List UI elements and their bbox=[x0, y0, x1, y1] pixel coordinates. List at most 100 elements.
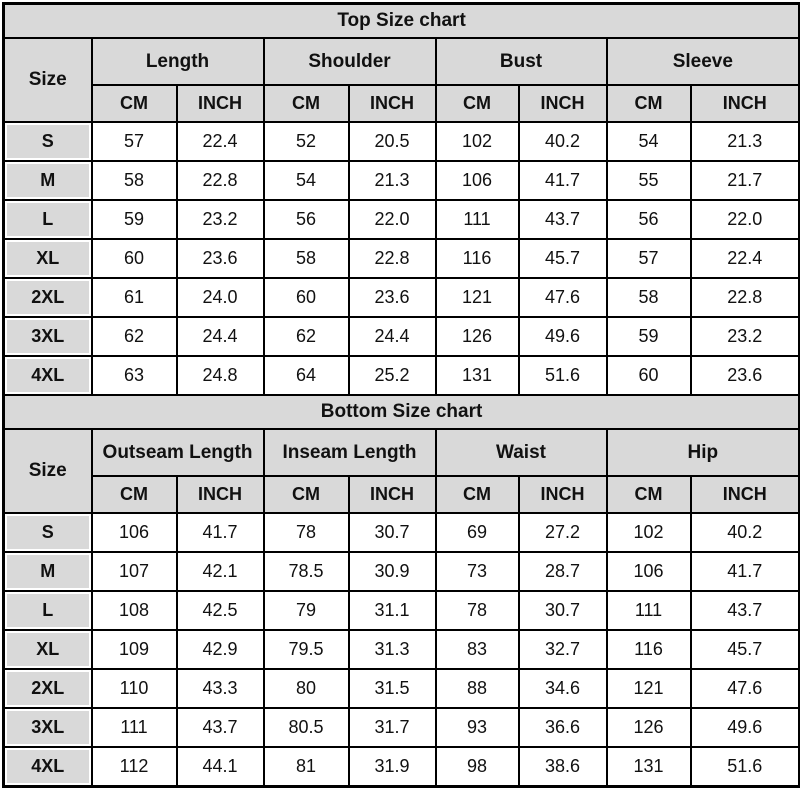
measurement-value: 108 bbox=[90, 590, 178, 631]
column-header-length: Length bbox=[90, 37, 265, 86]
measurement-value: 45.7 bbox=[517, 238, 608, 279]
measurement-value: 21.3 bbox=[347, 160, 437, 201]
measurement-value: 106 bbox=[434, 160, 520, 201]
measurement-value: 38.6 bbox=[517, 746, 608, 787]
unit-header-inch: INCH bbox=[689, 84, 800, 123]
measurement-value: 42.9 bbox=[175, 629, 265, 670]
measurement-value: 31.1 bbox=[347, 590, 437, 631]
measurement-value: 52 bbox=[262, 121, 350, 162]
measurement-value: 79 bbox=[262, 590, 350, 631]
measurement-value: 43.3 bbox=[175, 668, 265, 709]
unit-header-cm: CM bbox=[605, 84, 692, 123]
measurement-value: 23.2 bbox=[175, 199, 265, 240]
size-column-header: Size bbox=[2, 37, 93, 123]
table-row: 4XL 63 24.8 64 25.2 131 51.6 60 23.6 bbox=[2, 355, 800, 396]
measurement-value: 59 bbox=[605, 316, 692, 357]
measurement-value: 44.1 bbox=[175, 746, 265, 787]
size-label: L bbox=[2, 590, 93, 631]
measurement-value: 24.4 bbox=[175, 316, 265, 357]
measurement-value: 31.9 bbox=[347, 746, 437, 787]
unit-header-cm: CM bbox=[605, 475, 692, 514]
bottom-chart-header-row: Size Outseam Length Inseam Length Waist … bbox=[2, 428, 800, 514]
measurement-value: 49.6 bbox=[517, 316, 608, 357]
measurement-value: 78 bbox=[262, 512, 350, 553]
size-label: XL bbox=[2, 238, 93, 279]
table-row: 2XL 61 24.0 60 23.6 121 47.6 58 22.8 bbox=[2, 277, 800, 318]
measurement-value: 59 bbox=[90, 199, 178, 240]
size-label: 4XL bbox=[2, 746, 93, 787]
measurement-value: 41.7 bbox=[517, 160, 608, 201]
unit-header-inch: INCH bbox=[517, 84, 608, 123]
measurement-value: 111 bbox=[605, 590, 692, 631]
unit-header-cm: CM bbox=[434, 475, 520, 514]
measurement-value: 60 bbox=[262, 277, 350, 318]
measurement-value: 58 bbox=[605, 277, 692, 318]
measurement-value: 22.4 bbox=[689, 238, 800, 279]
column-header-shoulder: Shoulder bbox=[262, 37, 437, 86]
table-row: L 108 42.5 79 31.1 78 30.7 111 43.7 bbox=[2, 590, 800, 631]
measurement-value: 30.7 bbox=[517, 590, 608, 631]
measurement-value: 106 bbox=[605, 551, 692, 592]
measurement-value: 61 bbox=[90, 277, 178, 318]
table-row: 2XL 110 43.3 80 31.5 88 34.6 121 47.6 bbox=[2, 668, 800, 709]
column-header-outseam: Outseam Length bbox=[90, 428, 265, 477]
measurement-value: 56 bbox=[605, 199, 692, 240]
measurement-value: 102 bbox=[434, 121, 520, 162]
measurement-value: 31.5 bbox=[347, 668, 437, 709]
measurement-value: 109 bbox=[90, 629, 178, 670]
measurement-value: 83 bbox=[434, 629, 520, 670]
measurement-value: 62 bbox=[262, 316, 350, 357]
measurement-value: 24.0 bbox=[175, 277, 265, 318]
measurement-value: 112 bbox=[90, 746, 178, 787]
measurement-value: 126 bbox=[605, 707, 692, 748]
measurement-value: 23.6 bbox=[175, 238, 265, 279]
table-row: 3XL 111 43.7 80.5 31.7 93 36.6 126 49.6 bbox=[2, 707, 800, 748]
table-row: M 107 42.1 78.5 30.9 73 28.7 106 41.7 bbox=[2, 551, 800, 592]
measurement-value: 56 bbox=[262, 199, 350, 240]
top-chart-title-row: Top Size chart bbox=[2, 2, 800, 39]
measurement-value: 121 bbox=[434, 277, 520, 318]
size-label: S bbox=[2, 512, 93, 553]
measurement-value: 79.5 bbox=[262, 629, 350, 670]
measurement-value: 40.2 bbox=[517, 121, 608, 162]
measurement-value: 80.5 bbox=[262, 707, 350, 748]
measurement-value: 32.7 bbox=[517, 629, 608, 670]
measurement-value: 51.6 bbox=[689, 746, 800, 787]
measurement-value: 116 bbox=[434, 238, 520, 279]
size-label: 2XL bbox=[2, 277, 93, 318]
unit-header-inch: INCH bbox=[175, 84, 265, 123]
measurement-value: 43.7 bbox=[689, 590, 800, 631]
measurement-value: 36.6 bbox=[517, 707, 608, 748]
measurement-value: 60 bbox=[605, 355, 692, 396]
top-chart-units-row: CM INCH CM INCH CM INCH CM INCH bbox=[4, 84, 800, 123]
measurement-value: 22.4 bbox=[175, 121, 265, 162]
measurement-value: 31.3 bbox=[347, 629, 437, 670]
measurement-value: 107 bbox=[90, 551, 178, 592]
measurement-value: 41.7 bbox=[175, 512, 265, 553]
measurement-value: 31.7 bbox=[347, 707, 437, 748]
measurement-value: 58 bbox=[90, 160, 178, 201]
size-label: 2XL bbox=[2, 668, 93, 709]
measurement-value: 78.5 bbox=[262, 551, 350, 592]
measurement-value: 21.3 bbox=[689, 121, 800, 162]
table-row: XL 60 23.6 58 22.8 116 45.7 57 22.4 bbox=[2, 238, 800, 279]
top-chart-title: Top Size chart bbox=[2, 2, 800, 39]
measurement-value: 73 bbox=[434, 551, 520, 592]
column-header-inseam: Inseam Length bbox=[262, 428, 437, 477]
measurement-value: 78 bbox=[434, 590, 520, 631]
measurement-value: 41.7 bbox=[689, 551, 800, 592]
measurement-value: 126 bbox=[434, 316, 520, 357]
measurement-value: 80 bbox=[262, 668, 350, 709]
column-header-bust: Bust bbox=[434, 37, 608, 86]
unit-header-cm: CM bbox=[262, 475, 350, 514]
measurement-value: 27.2 bbox=[517, 512, 608, 553]
measurement-value: 49.6 bbox=[689, 707, 800, 748]
measurement-value: 22.8 bbox=[347, 238, 437, 279]
measurement-value: 102 bbox=[605, 512, 692, 553]
measurement-value: 45.7 bbox=[689, 629, 800, 670]
unit-header-inch: INCH bbox=[517, 475, 608, 514]
measurement-value: 25.2 bbox=[347, 355, 437, 396]
unit-header-cm: CM bbox=[90, 84, 178, 123]
measurement-value: 62 bbox=[90, 316, 178, 357]
size-label: 3XL bbox=[2, 707, 93, 748]
